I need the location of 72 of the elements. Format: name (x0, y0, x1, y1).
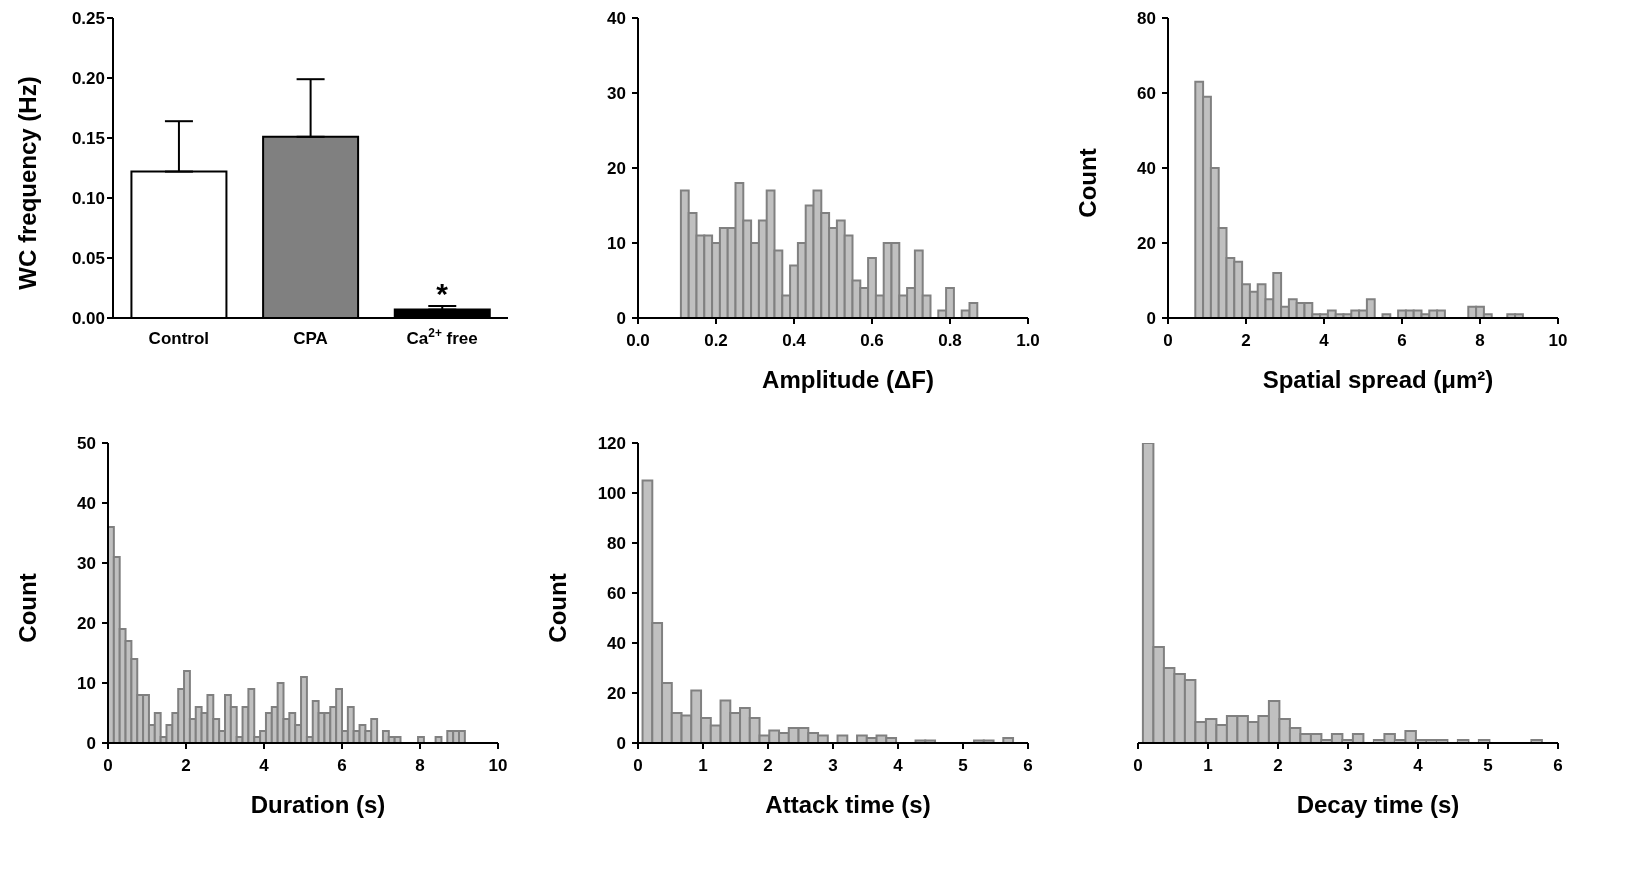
x-tick-label: Ca$^{2+}$ free (406, 326, 478, 348)
y-tick-label: 0 (86, 734, 96, 754)
x-tick-label: 0.8 (938, 331, 962, 351)
x-tick-label: 0 (633, 756, 643, 776)
x-tick-label: 4 (893, 756, 904, 776)
x-axis-title: Amplitude (ΔF) (761, 366, 935, 394)
x-tick-label: 6 (1553, 756, 1563, 776)
x-tick-label: 2 (1273, 756, 1283, 776)
y-tick-label: 40 (607, 9, 626, 29)
y-axis-title: WC frequency (Hz) (14, 76, 42, 290)
x-tick-label: 3 (828, 756, 838, 776)
x-tick-label: CPA (293, 329, 328, 348)
x-tick-label: 5 (958, 756, 968, 776)
y-tick-label: 80 (1137, 9, 1156, 29)
x-tick-label: 2 (763, 756, 773, 776)
y-tick-label: 30 (77, 554, 96, 574)
y-tick-label: 0 (616, 309, 626, 329)
y-tick-label: 10 (607, 234, 626, 254)
y-tick-label: 20 (77, 614, 96, 634)
x-tick-label: 6 (1397, 331, 1407, 351)
y-tick-label: 20 (1137, 234, 1156, 254)
y-tick-label: 0.10 (71, 189, 105, 209)
x-tick-label: 6 (337, 756, 347, 776)
y-tick-label: 0 (1146, 309, 1156, 329)
x-tick-label: 8 (415, 756, 425, 776)
y-tick-label: 0.15 (71, 129, 105, 149)
x-tick-label: 4 (1319, 331, 1330, 351)
x-tick-label: 0 (1163, 331, 1173, 351)
y-tick-label: 100 (597, 484, 626, 504)
x-tick-label: 0.2 (704, 331, 728, 351)
x-tick-label: 0.6 (860, 331, 884, 351)
y-tick-label: 0.05 (71, 249, 105, 269)
y-tick-label: 30 (607, 84, 626, 104)
x-axis-title: Duration (s) (249, 791, 387, 819)
annotation: * (436, 276, 449, 310)
x-tick-label: 5 (1483, 756, 1493, 776)
x-tick-label: 1 (1203, 756, 1213, 776)
x-tick-label: 0.4 (782, 331, 807, 351)
x-axis-title: Decay time (s) (1295, 791, 1461, 819)
x-tick-label: 2 (1241, 331, 1251, 351)
y-tick-label: 50 (77, 434, 96, 454)
y-tick-label: 40 (77, 494, 96, 514)
x-tick-label: Control (148, 329, 210, 348)
y-axis-title: Count (1074, 148, 1102, 218)
x-tick-label: 8 (1475, 331, 1485, 351)
y-tick-label: 40 (607, 634, 626, 654)
x-tick-label: 1.0 (1016, 331, 1040, 351)
x-axis-title: Attack time (s) (764, 791, 932, 819)
x-tick-label: 3 (1343, 756, 1353, 776)
x-tick-label: 0.0 (626, 331, 650, 351)
y-tick-label: 0.25 (71, 9, 105, 29)
y-tick-label: 0.00 (71, 309, 105, 329)
y-tick-label: 0.20 (71, 69, 105, 89)
y-tick-label: 10 (77, 674, 96, 694)
x-tick-label: 2 (181, 756, 191, 776)
y-tick-label: 60 (607, 584, 626, 604)
x-tick-label: 1 (698, 756, 708, 776)
x-tick-label: 4 (1413, 756, 1424, 776)
y-tick-label: 20 (607, 159, 626, 179)
y-axis-title: Count (14, 573, 42, 643)
x-tick-label: 4 (259, 756, 270, 776)
x-tick-label: 10 (1548, 331, 1568, 351)
y-tick-label: 120 (597, 434, 626, 454)
x-axis-title: Spatial spread (μm²) (1261, 366, 1495, 394)
y-tick-label: 40 (1137, 159, 1156, 179)
y-tick-label: 20 (607, 684, 626, 704)
y-axis-title: Count (544, 573, 572, 643)
x-tick-label: 6 (1023, 756, 1033, 776)
y-tick-label: 0 (616, 734, 626, 754)
y-tick-label: 60 (1137, 84, 1156, 104)
x-tick-label: 10 (488, 756, 508, 776)
y-tick-label: 80 (607, 534, 626, 554)
